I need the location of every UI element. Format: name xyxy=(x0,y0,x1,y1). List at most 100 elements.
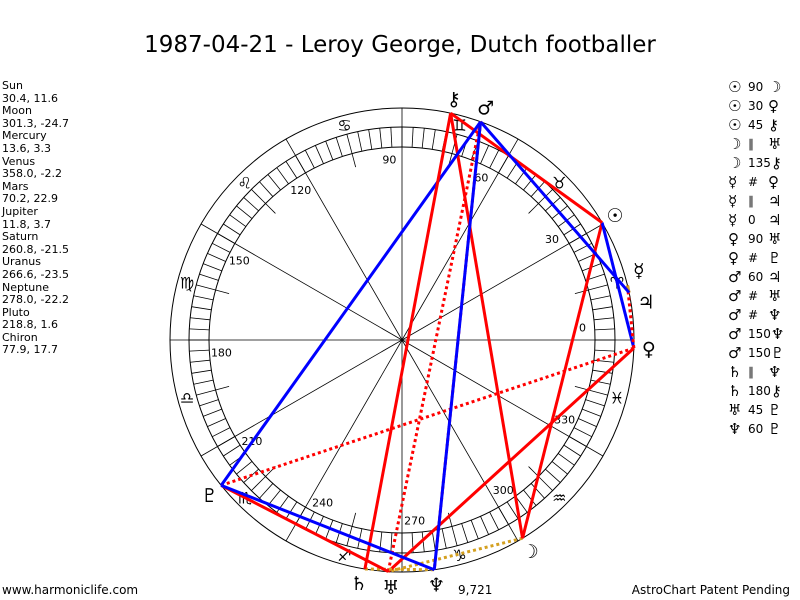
planet-coords: 278.0, -22.2 xyxy=(2,293,69,307)
mid-tick xyxy=(215,385,230,391)
ring-tick xyxy=(563,444,581,457)
ring-tick xyxy=(530,483,545,499)
ring-tick xyxy=(285,501,298,519)
aspect-line xyxy=(387,536,523,574)
aspect-type: ∥ xyxy=(748,365,754,379)
planet-glyph-jupiter: ♃ xyxy=(637,292,654,314)
mid-tick xyxy=(574,385,589,391)
planet-coords: 301.3, -24.7 xyxy=(2,116,69,130)
zodiac-sign-glyph: ♌ xyxy=(237,174,251,193)
aspect-row: ♂ # ♅ xyxy=(728,287,789,306)
aspect-row: ☉ 30 ♀ xyxy=(728,97,789,116)
degree-label: 90 xyxy=(382,153,396,166)
planet-glyph: ⚷ xyxy=(768,116,779,134)
aspect-type: 0 xyxy=(748,213,756,227)
ring-tick xyxy=(276,167,289,185)
ring-tick xyxy=(196,284,216,291)
house-spoke xyxy=(285,339,403,542)
degree-label: 0 xyxy=(579,321,586,334)
house-spoke xyxy=(401,339,519,542)
ring-tick xyxy=(189,328,210,331)
aspect-type: ∥ xyxy=(748,137,754,151)
ring-tick xyxy=(223,444,241,457)
aspect-line xyxy=(449,111,603,224)
ring-tick xyxy=(379,128,383,149)
ring-tick xyxy=(357,528,363,549)
aspect-type: 45 xyxy=(748,118,764,132)
ring-tick xyxy=(314,145,324,164)
ring-tick xyxy=(590,379,611,385)
planet-glyph: ♂ xyxy=(728,287,742,305)
aspect-row: ☽ ∥ ♅ xyxy=(728,135,789,154)
ring-tick xyxy=(590,295,611,301)
planet-coords: 266.6, -23.5 xyxy=(2,267,69,281)
mid-tick xyxy=(351,153,357,168)
planet-glyph-uranus: ♅ xyxy=(382,577,399,599)
planet-glyph-neptune: ♆ xyxy=(428,575,445,597)
aspect-row: ☿ # ♀ xyxy=(728,173,789,192)
aspect-line xyxy=(626,285,636,349)
planet-name: Jupiter xyxy=(2,204,38,218)
planet-coords: 260.8, -21.5 xyxy=(2,242,69,256)
zodiac-sign-glyph: ♒ xyxy=(552,488,566,507)
aspect-row: ♆ 60 ♇ xyxy=(728,420,789,439)
ring-tick xyxy=(431,129,436,150)
aspect-row: ♄ 180 ⚷ xyxy=(728,382,789,401)
ring-tick xyxy=(431,530,436,551)
mid-tick xyxy=(265,203,276,214)
aspect-line xyxy=(219,120,482,487)
aspect-type: 180 xyxy=(748,384,771,398)
degree-label: 30 xyxy=(545,233,559,246)
house-spoke xyxy=(401,138,519,341)
degree-label: 330 xyxy=(554,413,575,426)
planet-glyph: ♄ xyxy=(728,363,742,381)
planet-name: Moon xyxy=(2,104,32,118)
ring-tick xyxy=(470,520,479,539)
ring-tick xyxy=(212,242,231,253)
ring-tick xyxy=(588,284,608,291)
planet-glyph: ☉ xyxy=(728,97,742,115)
aspect-line xyxy=(386,121,483,572)
planet-glyph: ♀ xyxy=(728,230,739,248)
ring-tick xyxy=(523,489,537,506)
aspect-line xyxy=(387,346,635,573)
planet-glyph-pluto: ♇ xyxy=(201,485,218,507)
ring-tick xyxy=(325,141,334,160)
aspect-row: ☿ 0 ♃ xyxy=(728,211,789,230)
house-spoke xyxy=(285,138,403,341)
planet-glyph: ♇ xyxy=(768,401,782,419)
ring-tick xyxy=(545,468,561,483)
aspect-type: 90 xyxy=(748,80,764,94)
planet-coords: 30.4, 11.6 xyxy=(2,91,58,105)
aspect-row: ☿ ∥ ♃ xyxy=(728,192,789,211)
planet-glyph: ☿ xyxy=(728,211,738,229)
chart-title: 1987-04-21 - Leroy George, Dutch footbal… xyxy=(144,32,656,58)
ring-tick xyxy=(236,461,253,475)
planet-glyph: ♅ xyxy=(768,287,782,305)
ring-tick xyxy=(229,214,247,227)
ring-tick xyxy=(267,174,281,191)
planet-coords: 218.8, 1.6 xyxy=(2,318,58,332)
aspect-line xyxy=(363,112,453,570)
ring-tick xyxy=(203,263,222,272)
ring-tick xyxy=(191,306,212,311)
planet-name: Venus xyxy=(2,154,36,168)
ring-tick xyxy=(506,501,519,519)
planet-name: Neptune xyxy=(2,280,50,294)
ring-tick xyxy=(594,328,615,331)
ring-tick xyxy=(582,408,601,417)
planet-glyph: ♆ xyxy=(770,325,785,343)
ring-tick xyxy=(451,526,458,546)
planet-glyph: ♅ xyxy=(768,230,782,248)
planet-glyph: ☽ xyxy=(728,154,742,172)
aspect-type: 60 xyxy=(748,270,764,284)
ring-tick xyxy=(357,131,363,152)
ring-tick xyxy=(411,127,414,148)
aspect-row: ♂ 150 ♇ xyxy=(728,344,789,363)
planet-name: Pluto xyxy=(2,305,30,319)
ring-tick xyxy=(251,189,266,204)
aspect-type: 135 xyxy=(748,156,771,170)
planet-glyph: ♂ xyxy=(728,344,742,362)
ring-tick xyxy=(593,317,614,321)
website-link[interactable]: www.harmoniclife.com xyxy=(2,583,139,597)
